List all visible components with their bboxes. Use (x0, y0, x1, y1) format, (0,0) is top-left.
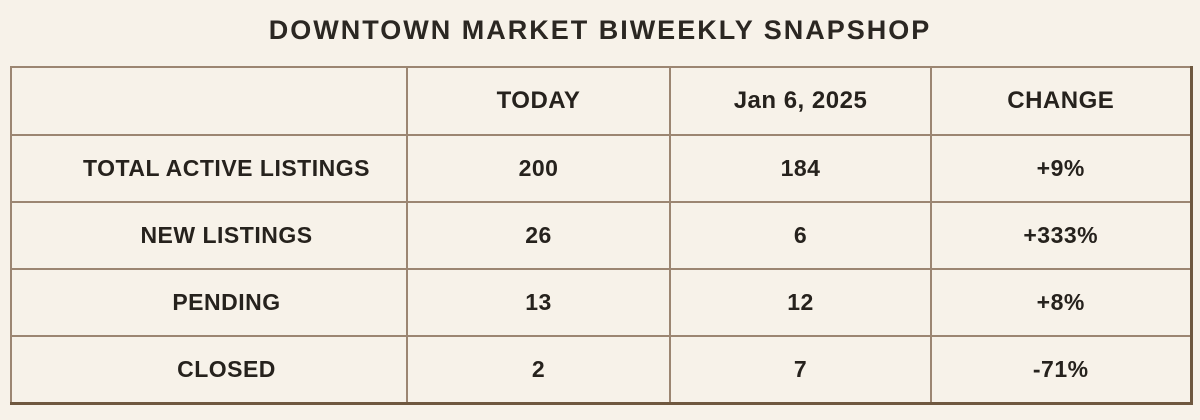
cell-change: +8% (930, 268, 1192, 337)
cell-prior: 6 (669, 201, 932, 270)
column-header-today: TODAY (406, 66, 671, 136)
cell-today: 13 (406, 268, 671, 337)
cell-change: -71% (930, 335, 1192, 405)
cell-today: 26 (406, 201, 671, 270)
table-row: TOTAL ACTIVE LISTINGS 200 184 +9% (10, 134, 1192, 203)
row-label: TOTAL ACTIVE LISTINGS (10, 134, 408, 203)
header-row: TODAY Jan 6, 2025 CHANGE (10, 66, 1192, 136)
row-label: CLOSED (10, 335, 408, 405)
table-row: PENDING 13 12 +8% (10, 268, 1192, 337)
page-title: DOWNTOWN MARKET BIWEEKLY SNAPSHOP (268, 15, 932, 45)
table-row: CLOSED 2 7 -71% (10, 335, 1192, 405)
cell-today: 2 (406, 335, 671, 405)
row-label: PENDING (10, 268, 408, 337)
cell-change: +9% (930, 134, 1192, 203)
corner-cell (10, 66, 408, 136)
snapshot-table: TODAY Jan 6, 2025 CHANGE TOTAL ACTIVE LI… (10, 66, 1193, 405)
row-label: NEW LISTINGS (10, 201, 408, 270)
cell-prior: 184 (669, 134, 932, 203)
cell-prior: 7 (669, 335, 932, 405)
column-header-change: CHANGE (930, 66, 1192, 136)
column-header-date: Jan 6, 2025 (669, 66, 932, 136)
table-row: NEW LISTINGS 26 6 +333% (10, 201, 1192, 270)
snapshot-table-container: TODAY Jan 6, 2025 CHANGE TOTAL ACTIVE LI… (10, 66, 1193, 405)
cell-change: +333% (930, 201, 1192, 270)
cell-today: 200 (406, 134, 671, 203)
cell-prior: 12 (669, 268, 932, 337)
